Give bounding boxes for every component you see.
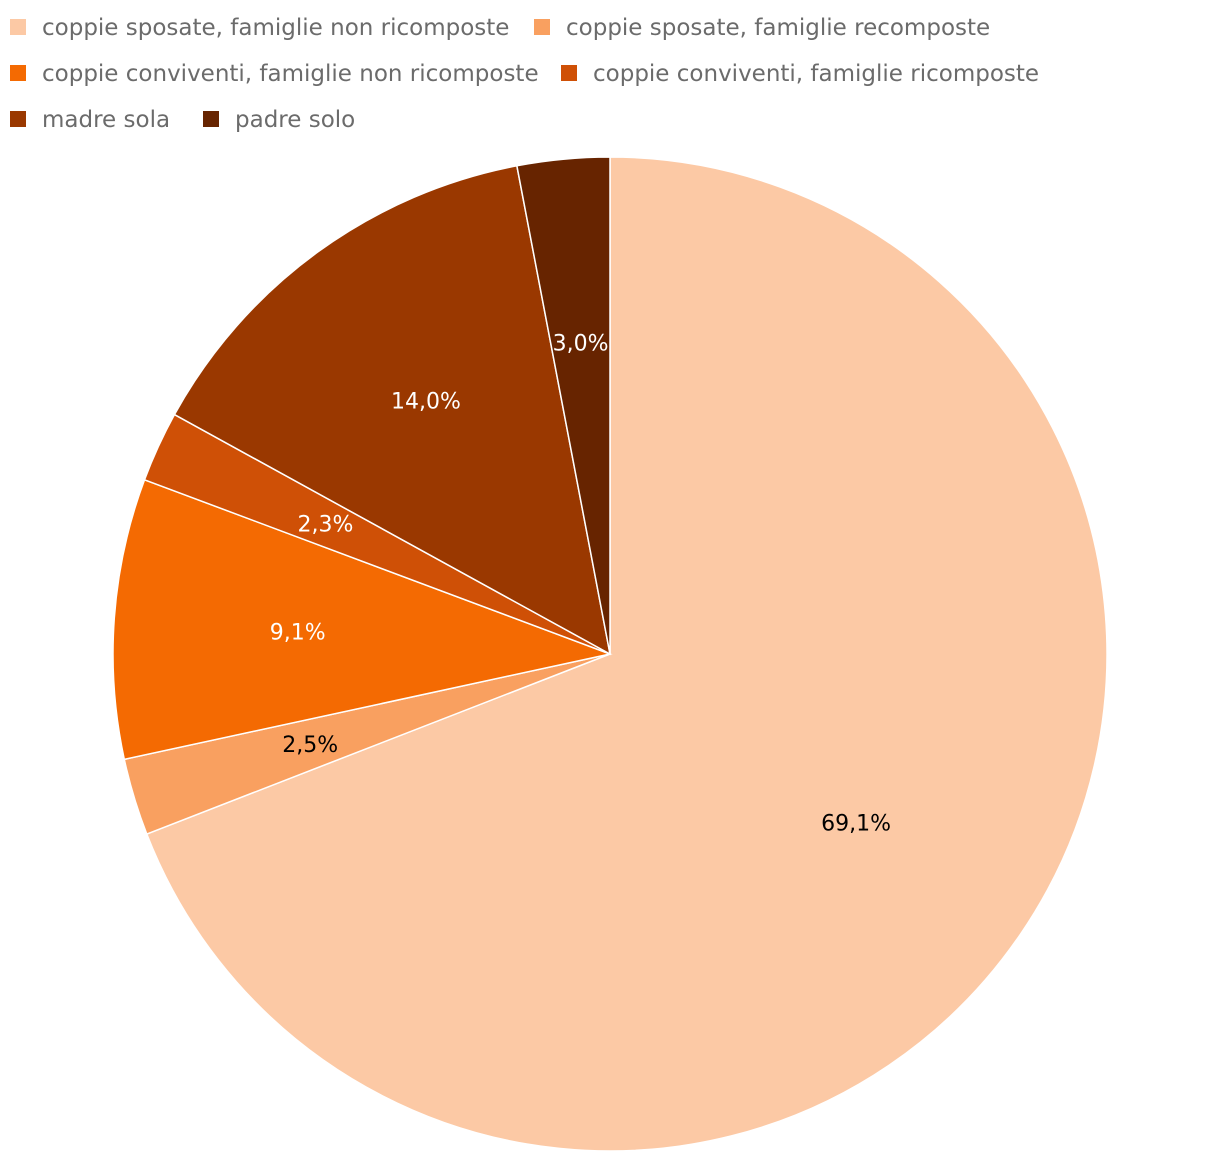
legend-label: coppie conviventi, famiglie non ricompos…: [42, 61, 539, 87]
pie-slice[interactable]: [173, 164, 612, 656]
legend-swatch: [10, 111, 26, 127]
legend-label: coppie sposate, famiglie non ricomposte: [42, 15, 509, 41]
legend-swatch: [10, 19, 26, 35]
slice-value-label: 3,0%: [553, 331, 609, 356]
legend-swatch: [534, 19, 550, 35]
slice-value-label: 14,0%: [391, 390, 461, 415]
legend-swatch: [561, 65, 577, 81]
pie-slices: [112, 156, 1108, 1152]
legend-item[interactable]: madre sola: [10, 107, 170, 133]
legend-label: coppie conviventi, famiglie ricomposte: [593, 61, 1039, 87]
slice-value-label: 69,1%: [821, 811, 891, 836]
pie-slice[interactable]: [112, 478, 613, 761]
legend-item[interactable]: coppie conviventi, famiglie ricomposte: [561, 61, 1039, 87]
legend-swatch: [10, 65, 26, 81]
slice-value-label: 2,3%: [297, 512, 353, 537]
legend-label: coppie sposate, famiglie recomposte: [566, 15, 990, 41]
slice-labels: 69,1% 2,5% 9,1% 2,3% 14,0% 3,0%: [270, 331, 891, 836]
legend-label: madre sola: [42, 107, 170, 133]
legend-item[interactable]: coppie sposate, famiglie non ricomposte: [10, 15, 509, 41]
legend: coppie sposate, famiglie non ricomposte c…: [10, 15, 1039, 133]
pie-slice[interactable]: [515, 156, 611, 655]
pie-slice[interactable]: [145, 156, 1108, 1152]
legend-item[interactable]: padre solo: [203, 107, 355, 133]
slice-value-label: 9,1%: [270, 620, 326, 645]
legend-label: padre solo: [235, 107, 355, 133]
legend-item[interactable]: coppie conviventi, famiglie non ricompos…: [10, 61, 539, 87]
slice-value-label: 2,5%: [282, 733, 338, 758]
legend-swatch: [203, 111, 219, 127]
legend-item[interactable]: coppie sposate, famiglie recomposte: [534, 15, 990, 41]
